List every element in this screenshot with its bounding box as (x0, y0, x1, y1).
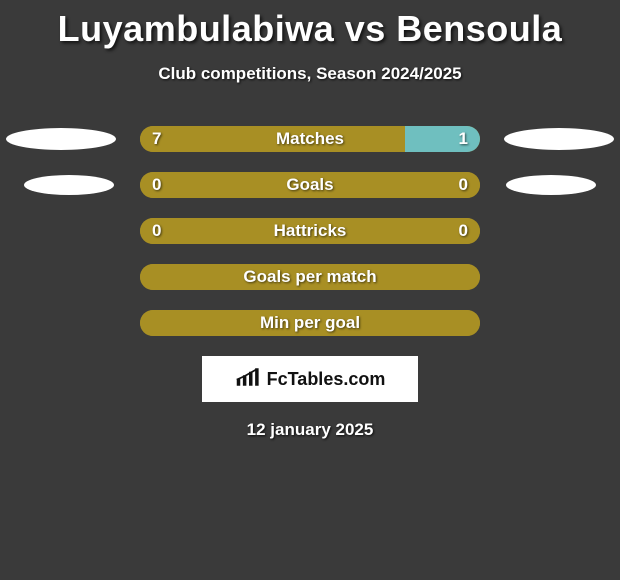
stat-row: 00Goals (0, 172, 620, 198)
stat-bar: 00Goals (140, 172, 480, 198)
page-title: Luyambulabiwa vs Bensoula (0, 0, 620, 50)
brand-text: FcTables.com (267, 369, 386, 390)
stat-row: Min per goal (0, 310, 620, 336)
stat-label: Goals per match (140, 264, 480, 290)
stat-label: Min per goal (140, 310, 480, 336)
stat-bar: 00Hattricks (140, 218, 480, 244)
stat-bar: Min per goal (140, 310, 480, 336)
stat-row: Goals per match (0, 264, 620, 290)
stat-label: Hattricks (140, 218, 480, 244)
stat-rows-container: 71Matches 00Goals 00Hattricks Goals per mat… (0, 126, 620, 336)
player-marker-right (504, 128, 614, 150)
stat-label: Matches (140, 126, 480, 152)
player-marker-left (24, 175, 114, 195)
stat-row: 00Hattricks (0, 218, 620, 244)
player-marker-right (506, 175, 596, 195)
page-subtitle: Club competitions, Season 2024/2025 (0, 64, 620, 84)
bar-chart-icon (235, 366, 263, 393)
player-marker-left (6, 128, 116, 150)
date-text: 12 january 2025 (0, 420, 620, 440)
brand-badge: FcTables.com (202, 356, 418, 402)
stat-bar: 71Matches (140, 126, 480, 152)
stat-bar: Goals per match (140, 264, 480, 290)
stat-row: 71Matches (0, 126, 620, 152)
stat-label: Goals (140, 172, 480, 198)
